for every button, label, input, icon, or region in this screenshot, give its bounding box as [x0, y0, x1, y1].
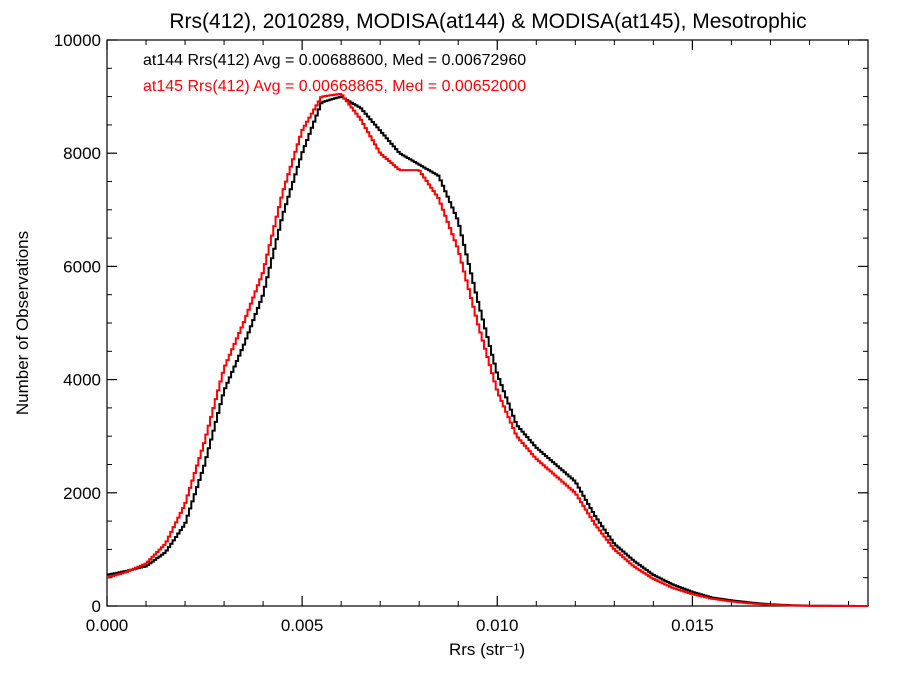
- plot-area-frame: [106, 39, 869, 607]
- x-tick-label: 0.000: [86, 616, 129, 635]
- chart-title: Rrs(412), 2010289, MODISA(at144) & MODIS…: [169, 10, 806, 33]
- y-tick-label: 4000: [63, 371, 101, 390]
- x-axis: 0.000 0.005 0.010 0.015: [86, 40, 849, 635]
- y-axis-title: Number of Observations: [13, 231, 32, 415]
- legend: at144 Rrs(412) Avg = 0.00688600, Med = 0…: [143, 52, 526, 95]
- x-tick-label: 0.015: [671, 616, 714, 635]
- y-tick-label: 2000: [63, 484, 101, 503]
- series-layer: [107, 92, 869, 607]
- legend-entry-at144: at144 Rrs(412) Avg = 0.00688600, Med = 0…: [143, 52, 526, 69]
- y-tick-label: 10000: [54, 31, 101, 50]
- x-axis-title: Rrs (str⁻¹): [449, 640, 525, 659]
- series-line-at145: [107, 92, 868, 607]
- y-tick-label: 8000: [63, 144, 101, 163]
- series-line-at144: [107, 95, 869, 607]
- y-axis: 0 2000 4000 6000 8000 10000: [54, 31, 868, 616]
- y-tick-label: 6000: [63, 257, 101, 276]
- x-tick-label: 0.010: [476, 616, 519, 635]
- x-tick-label: 0.005: [281, 616, 324, 635]
- legend-entry-at145: at145 Rrs(412) Avg = 0.00668865, Med = 0…: [143, 78, 526, 95]
- y-tick-label: 0: [92, 597, 101, 616]
